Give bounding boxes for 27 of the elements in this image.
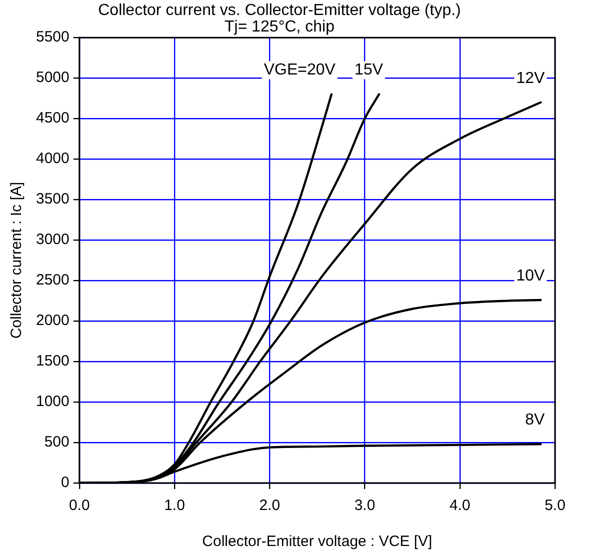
chart-subtitle: Tj= 125°C, chip [224,18,335,36]
y-tick-label: 4500 [36,110,70,127]
x-tick-label: 3.0 [354,497,376,514]
series-label: VGE=20V [264,62,336,79]
y-tick-label: 3500 [36,190,70,208]
y-tick-label: 5000 [36,69,70,86]
y-tick-label: 2000 [36,312,70,330]
x-tick-label: 5.0 [544,497,566,514]
series-label: 10V [516,267,546,284]
x-tick-label: 2.0 [259,497,280,514]
y-tick-label: 3000 [36,231,70,248]
x-tick-label: 1.0 [164,497,185,514]
chart-title: Collector current vs. Collector-Emitter voltage (typ.) [98,2,461,19]
x-tick-label: 4.0 [449,497,470,514]
series-label: 8V [525,412,546,429]
y-tick-label: 500 [44,434,70,451]
y-tick-label: 2500 [36,272,70,289]
y-tick-label: 1500 [36,352,70,370]
series-label: 12V [516,70,546,87]
y-tick-label: 5500 [36,28,70,46]
y-tick-label: 4000 [36,150,70,168]
y-axis-title: Collector current : Ic [A] [8,182,26,339]
x-axis-title: Collector-Emitter voltage : VCE [V] [202,533,432,550]
x-tick-label: 0.0 [68,497,90,514]
series-label: 15V [354,62,384,79]
y-tick-label: 0 [61,474,70,492]
y-tick-label: 1000 [36,393,70,410]
